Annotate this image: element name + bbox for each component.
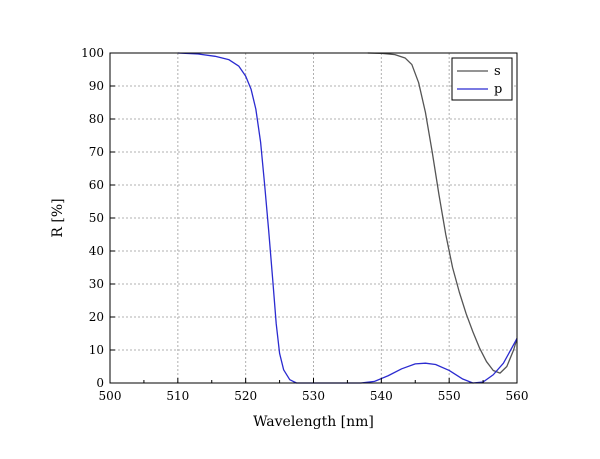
x-tick-label: 530 bbox=[302, 389, 325, 403]
legend-label-s: s bbox=[494, 64, 501, 79]
y-tick-label: 90 bbox=[89, 79, 104, 93]
x-tick-label: 540 bbox=[370, 389, 393, 403]
y-tick-label: 20 bbox=[89, 310, 104, 324]
y-tick-label: 70 bbox=[89, 145, 104, 159]
y-tick-label: 40 bbox=[89, 244, 104, 258]
x-tick-label: 560 bbox=[506, 389, 529, 403]
x-tick-label: 520 bbox=[234, 389, 257, 403]
x-tick-label: 510 bbox=[166, 389, 189, 403]
y-tick-label: 30 bbox=[89, 277, 104, 291]
legend-label-p: p bbox=[494, 82, 502, 97]
series-line-s bbox=[367, 52, 518, 374]
x-axis-label: Wavelength [nm] bbox=[253, 414, 374, 430]
grid bbox=[110, 53, 517, 383]
legend: sp bbox=[451, 57, 513, 101]
y-tick-label: 80 bbox=[89, 112, 104, 126]
y-tick-label: 100 bbox=[81, 46, 104, 60]
x-tick-label: 500 bbox=[99, 389, 122, 403]
series-line-p bbox=[177, 52, 518, 384]
axis-ticks: 500 510 520 530 540 550 560 0 10 20 30 40 50 60 70 80 90… bbox=[81, 46, 528, 403]
x-tick-label: 550 bbox=[438, 389, 461, 403]
y-axis-label: R [%] bbox=[50, 198, 66, 237]
legend-box bbox=[451, 57, 513, 101]
y-tick-label: 10 bbox=[89, 343, 104, 357]
series-lines bbox=[177, 52, 518, 384]
y-tick-label: 60 bbox=[89, 178, 104, 192]
y-tick-label: 50 bbox=[89, 211, 104, 225]
y-tick-label: 0 bbox=[96, 376, 104, 390]
